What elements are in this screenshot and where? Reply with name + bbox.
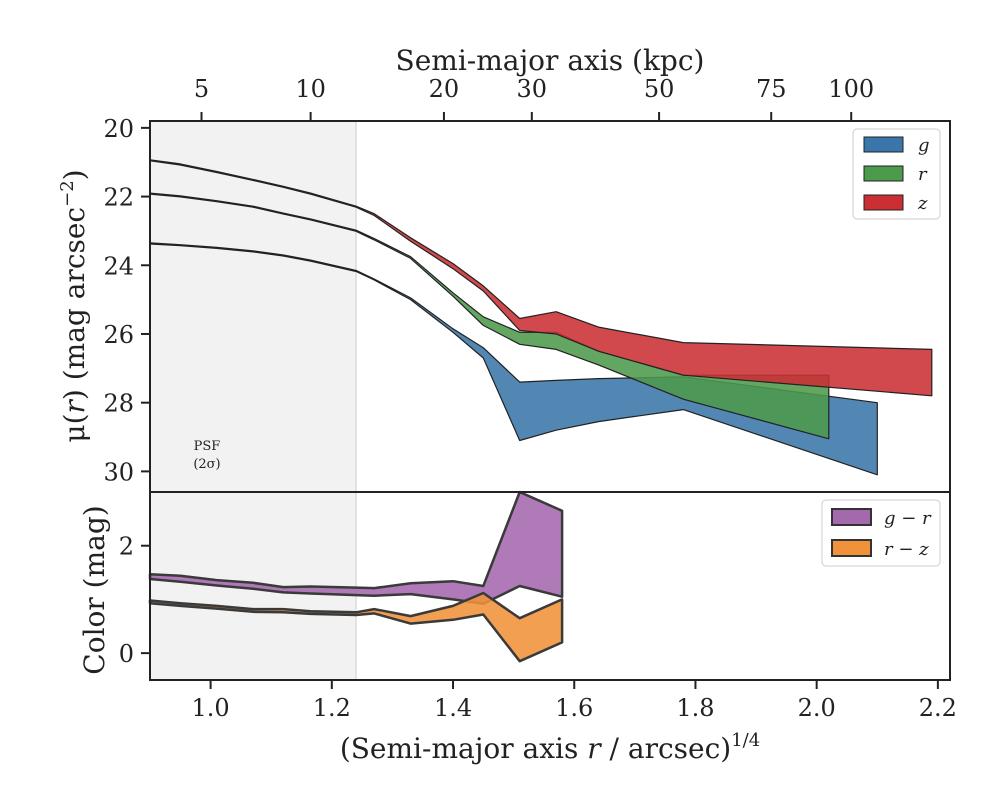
- y-tick-label: 20: [103, 115, 134, 143]
- x-tick-label: 2.0: [798, 694, 836, 722]
- color-y-tick-label: 2: [119, 533, 134, 561]
- legend-label-g: g: [918, 135, 930, 156]
- bottom-panel-frame: [149, 491, 951, 681]
- legend-swatch-g-r: [831, 508, 872, 526]
- bottom-y-axis-title: Color (mag): [78, 505, 111, 674]
- legend-swatch-g: [863, 136, 904, 153]
- bottom-legend: g − r r − z: [821, 499, 941, 567]
- band-z: [149, 159, 933, 397]
- y-tick-label: 28: [103, 390, 134, 418]
- band-rz: [148, 591, 564, 663]
- psf-label: PSF: [194, 439, 221, 454]
- top-y-ticks: 20 22 24 26 28 30: [103, 115, 150, 486]
- legend-label-z: z: [917, 193, 928, 214]
- psf-sigma-label: (2σ): [193, 457, 220, 472]
- y-tick-label: 24: [103, 252, 134, 280]
- x-tick-label: 1.2: [313, 694, 351, 722]
- x-tick-label: 1.4: [434, 694, 472, 722]
- legend-label-r-z: r − z: [884, 539, 929, 560]
- legend-label-g-r: g − r: [884, 508, 932, 529]
- kpc-tick-label: 50: [644, 75, 675, 103]
- y-tick-label: 30: [103, 458, 134, 486]
- top-legend: g r z: [852, 128, 941, 220]
- top-kpc-ticks: 5 10 20 30 50 75 100: [194, 75, 874, 121]
- color-bands: [148, 490, 564, 663]
- psf-shaded-region: [150, 121, 357, 680]
- y-tick-label: 22: [103, 184, 134, 212]
- band-r: [149, 192, 830, 440]
- x-tick-label: 1.6: [555, 694, 593, 722]
- legend-swatch-r: [863, 165, 904, 182]
- kpc-tick-label: 20: [429, 75, 460, 103]
- kpc-tick-label: 75: [756, 75, 787, 103]
- legend-swatch-r-z: [831, 539, 872, 557]
- x-tick-label: 1.0: [192, 694, 230, 722]
- psf-region-fill: [150, 121, 357, 680]
- top-y-axis-title: μ(r) (mag arcsec−2): [57, 169, 91, 442]
- surface-brightness-bands: [149, 159, 933, 476]
- x-tick-label: 2.2: [919, 694, 957, 722]
- band-g: [149, 242, 878, 476]
- top-axis-title: Semi-major axis (kpc): [396, 44, 705, 77]
- kpc-tick-label: 5: [194, 75, 209, 103]
- legend-label-r: r: [918, 164, 928, 185]
- bottom-x-ticks: 1.0 1.2 1.4 1.6 1.8 2.0 2.2: [192, 680, 957, 722]
- legend-swatch-z: [863, 194, 904, 211]
- band-gr: [148, 490, 564, 605]
- y-tick-label: 26: [103, 321, 134, 349]
- x-tick-label: 1.8: [676, 694, 714, 722]
- kpc-tick-label: 10: [295, 75, 326, 103]
- x-axis-title: (Semi-major axis r / arcsec)1/4: [340, 730, 760, 765]
- kpc-tick-label: 100: [828, 75, 874, 103]
- color-y-tick-label: 0: [119, 640, 134, 668]
- bottom-y-ticks: 02: [119, 533, 150, 668]
- kpc-tick-label: 30: [517, 75, 548, 103]
